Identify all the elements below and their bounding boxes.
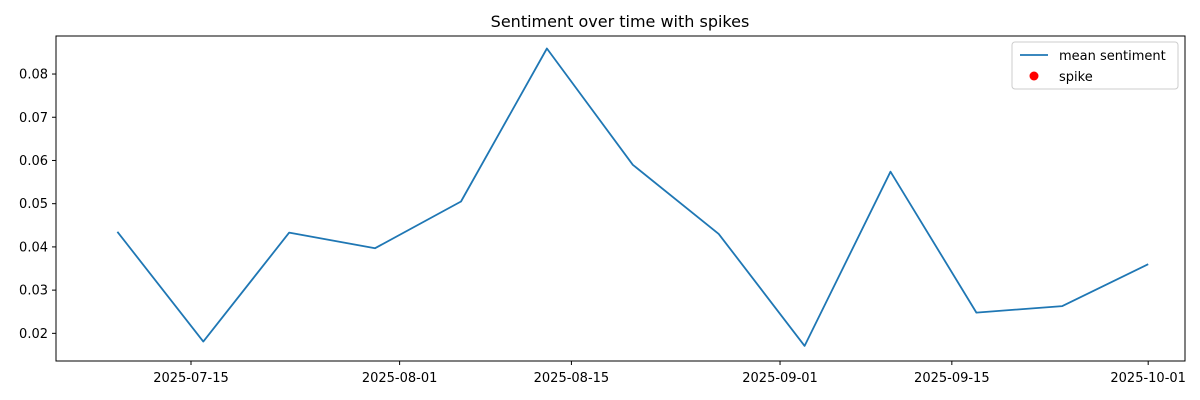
legend: mean sentiment spike bbox=[1011, 41, 1179, 90]
plot-frame bbox=[55, 35, 1186, 362]
y-tick-label: 0.04 bbox=[19, 240, 48, 255]
x-tick-label: 2025-09-01 bbox=[742, 371, 818, 386]
chart-title: Sentiment over time with spikes bbox=[491, 12, 750, 31]
y-axis: 0.02 0.03 0.04 0.05 0.06 0.07 0.08 bbox=[19, 68, 56, 342]
y-tick-label: 0.07 bbox=[19, 111, 48, 126]
legend-box bbox=[1011, 41, 1179, 90]
y-tick-label: 0.02 bbox=[19, 327, 48, 342]
y-tick-label: 0.03 bbox=[19, 284, 48, 299]
x-tick-label: 2025-09-15 bbox=[914, 371, 990, 386]
y-tick-label: 0.08 bbox=[19, 68, 48, 83]
y-tick-label: 0.06 bbox=[19, 154, 48, 169]
mean-sentiment-line bbox=[116, 47, 1149, 347]
legend-marker-swatch bbox=[1029, 71, 1039, 81]
legend-label-spike: spike bbox=[1059, 70, 1093, 85]
series-layer bbox=[116, 47, 1149, 347]
legend-label-mean-sentiment: mean sentiment bbox=[1059, 49, 1166, 64]
x-tick-label: 2025-08-15 bbox=[534, 371, 610, 386]
x-tick-label: 2025-08-01 bbox=[362, 371, 438, 386]
y-tick-label: 0.05 bbox=[19, 197, 48, 212]
x-tick-label: 2025-10-01 bbox=[1110, 371, 1186, 386]
x-tick-label: 2025-07-15 bbox=[153, 371, 229, 386]
x-axis: 2025-07-15 2025-08-01 2025-08-15 2025-09-01… bbox=[153, 361, 1186, 386]
